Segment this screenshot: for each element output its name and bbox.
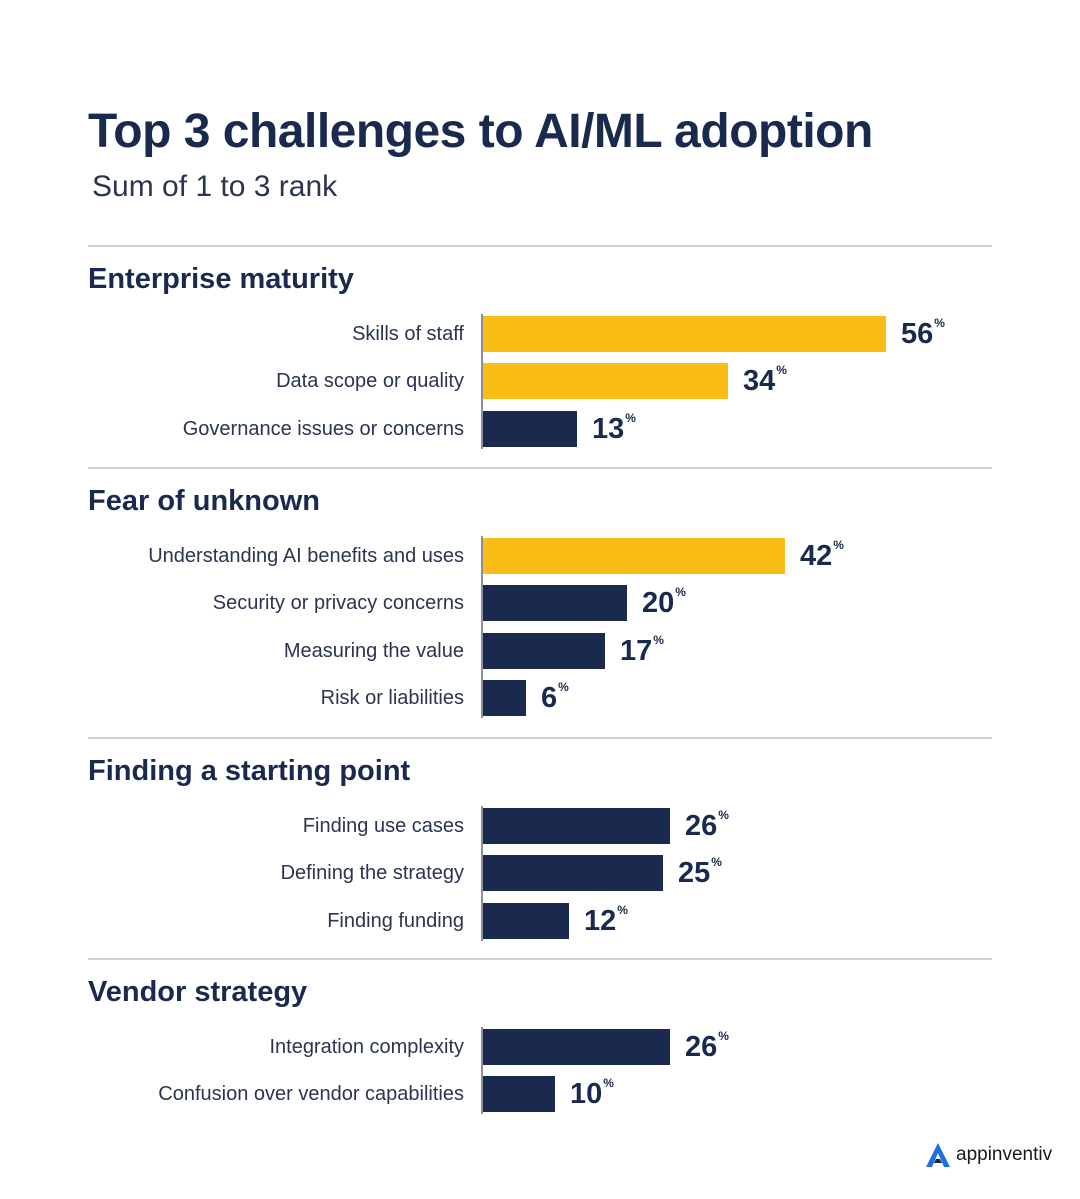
bar-label: Risk or liabilities [320, 686, 464, 709]
data-label-value: 25 [678, 857, 711, 890]
data-label: 25% [678, 855, 722, 891]
brand-mark: appinventiv [924, 1140, 1052, 1170]
bar [483, 1029, 670, 1065]
bar [483, 855, 663, 892]
data-label: 26% [685, 808, 729, 844]
bar-label: Data scope or quality [276, 370, 464, 393]
data-label-value: 17 [620, 634, 653, 667]
data-label: 20% [642, 585, 686, 621]
data-label: 10% [570, 1076, 614, 1112]
bar-label: Measuring the value [283, 639, 464, 662]
bar-label: Skills of staff [352, 323, 464, 345]
appinventiv-logo-icon [926, 1143, 950, 1167]
data-label-unit: % [934, 316, 945, 330]
data-label-value: 20 [642, 587, 675, 620]
data-label-value: 42 [800, 540, 833, 572]
bar [483, 679, 526, 716]
data-label-unit: % [711, 855, 722, 870]
bar-label: Security or privacy concerns [212, 592, 464, 615]
data-label-unit: % [558, 679, 569, 694]
data-label-unit: % [718, 808, 729, 822]
data-label-unit: % [625, 410, 636, 425]
data-label-unit: % [675, 585, 686, 600]
bar-label: Governance issues or concerns [182, 417, 464, 440]
bar [483, 585, 627, 622]
data-label: 56% [901, 316, 945, 352]
bar-label: Confusion over vendor capabilities [158, 1083, 464, 1106]
group-axis [481, 806, 483, 941]
bar-label: Defining the strategy [280, 862, 464, 885]
bar [483, 410, 577, 447]
data-label-value: 6 [541, 681, 558, 714]
data-label-value: 34 [743, 365, 776, 398]
data-label: 12% [584, 903, 628, 939]
data-label: 13% [592, 411, 636, 447]
group-divider [88, 737, 992, 739]
data-label-value: 10 [570, 1078, 603, 1111]
group-axis [481, 314, 483, 449]
group-title: Enterprise maturity [88, 263, 354, 295]
data-label-value: 56 [901, 318, 934, 350]
bar-label: Integration complexity [269, 1036, 464, 1058]
bar-label: Finding funding [327, 909, 464, 932]
bar [483, 363, 728, 400]
brand-name: appinventiv [956, 1144, 1053, 1165]
bar [483, 902, 569, 939]
group-axis [481, 536, 483, 718]
data-label-unit: % [617, 902, 628, 917]
data-label-unit: % [653, 632, 664, 647]
group-divider [88, 958, 992, 960]
bar [483, 632, 605, 669]
group-title: Finding a starting point [88, 755, 411, 787]
data-label: 34% [743, 363, 787, 399]
bar-label: Finding use cases [302, 815, 464, 837]
group-axis [481, 1027, 483, 1115]
group-divider [88, 245, 992, 247]
data-label-unit: % [833, 538, 844, 552]
data-label-unit: % [776, 363, 787, 378]
bar [483, 808, 670, 844]
chart-subtitle: Sum of 1 to 3 rank [92, 170, 338, 203]
data-label-value: 26 [685, 1031, 718, 1063]
bar [483, 538, 785, 574]
data-label: 42% [800, 538, 844, 574]
chart-title: Top 3 challenges to AI/ML adoption [88, 105, 873, 158]
data-label: 17% [620, 633, 664, 669]
group-title: Vendor strategy [88, 976, 308, 1008]
group-divider [88, 467, 992, 469]
group-title: Fear of unknown [88, 485, 320, 517]
data-label-value: 13 [592, 412, 625, 445]
data-label: 6% [541, 680, 569, 716]
bar [483, 1076, 555, 1113]
data-label-value: 26 [685, 810, 718, 842]
data-label: 26% [685, 1029, 729, 1065]
data-label-value: 12 [584, 904, 617, 937]
bar [483, 316, 886, 352]
bar-label: Understanding AI benefits and uses [148, 545, 464, 567]
data-label-unit: % [718, 1029, 729, 1043]
data-label-unit: % [603, 1076, 614, 1091]
